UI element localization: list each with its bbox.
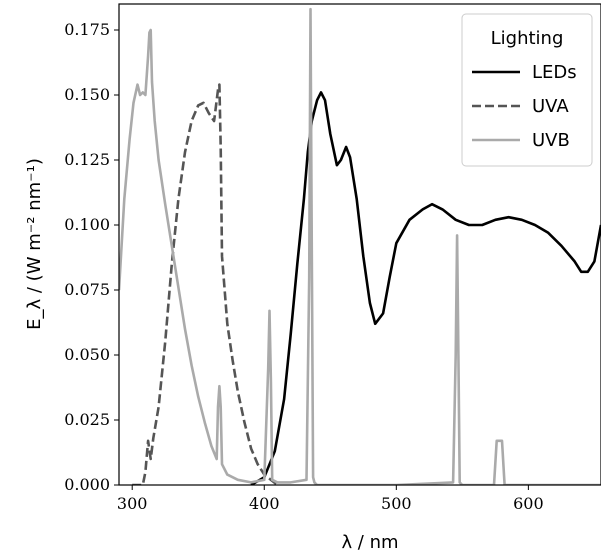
y-axis: 0.000 0.025 0.050 0.075 0.100 0.125 0.150 0.175	[64, 20, 119, 494]
x-tick-label: 400	[249, 494, 280, 513]
y-axis-title: E_λ / (W m⁻² nm⁻¹)	[24, 158, 45, 330]
legend: Lighting LEDs UVA UVB	[461, 13, 593, 167]
x-axis: 300 400 500 600	[117, 485, 544, 513]
y-tick-label: 0.025	[64, 410, 110, 429]
y-tick-label: 0.175	[64, 20, 110, 39]
x-tick-label: 600	[513, 494, 544, 513]
y-tick-label: 0.000	[64, 475, 110, 494]
series-layer	[119, 7, 601, 485]
y-tick-label: 0.125	[64, 150, 110, 169]
legend-title: Lighting	[491, 28, 564, 49]
series-line-uvb	[119, 7, 601, 485]
series-line-leds	[250, 91, 601, 485]
x-tick-label: 300	[117, 494, 148, 513]
legend-label-leds: LEDs	[532, 62, 577, 83]
legend-label-uvb: UVB	[532, 130, 570, 151]
x-tick-label: 500	[381, 494, 412, 513]
legend-box	[461, 13, 593, 167]
y-tick-label: 0.050	[64, 345, 110, 364]
y-tick-label: 0.150	[64, 85, 110, 104]
y-tick-label: 0.075	[64, 280, 110, 299]
plot-frame	[118, 3, 601, 486]
legend-label-uva: UVA	[532, 96, 569, 117]
x-axis-title: λ / nm	[341, 532, 398, 553]
series-line-uva	[132, 83, 279, 485]
y-tick-label: 0.100	[64, 215, 110, 234]
